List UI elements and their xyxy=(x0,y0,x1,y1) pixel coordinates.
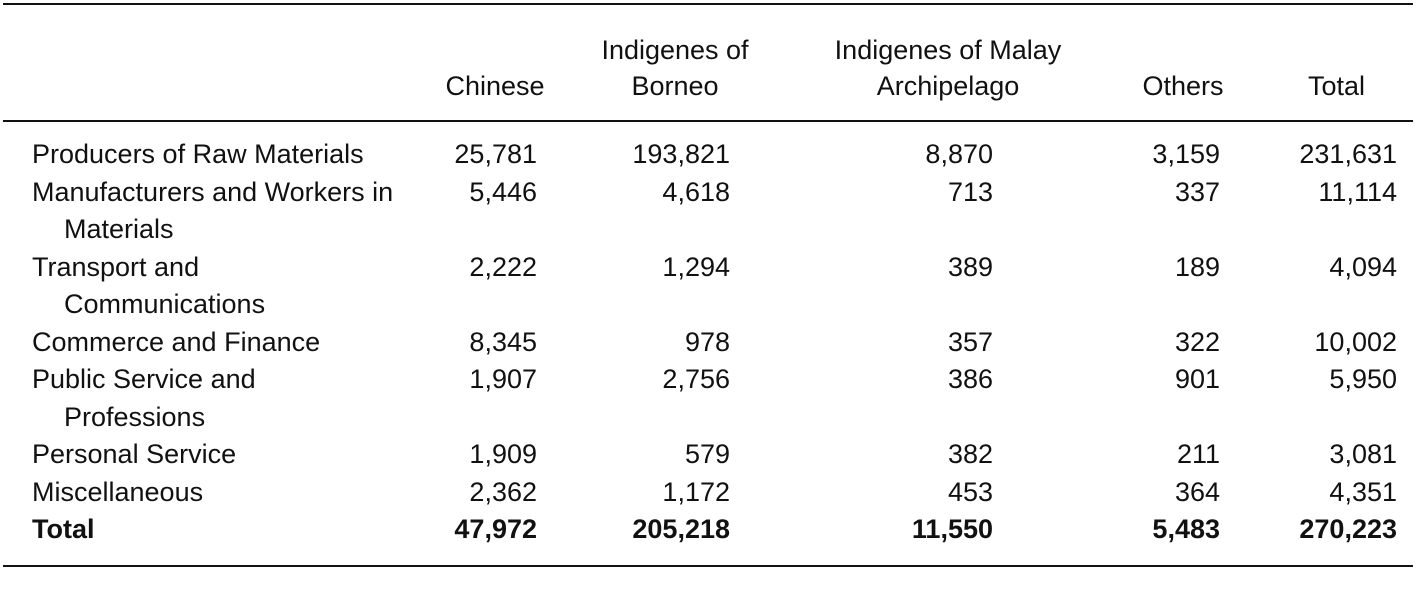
value-cell: 713 xyxy=(947,176,993,207)
table-row: Total 47,972 205,218 11,550 5,483 270,223 xyxy=(3,511,1413,566)
column-header: Chinese xyxy=(430,4,560,121)
value-cell: 8,870 xyxy=(925,139,993,169)
row-label-cell: Public Service and Professions xyxy=(3,361,430,436)
table-row: Public Service and Professions 1,907 2,756… xyxy=(3,361,1413,436)
row-label-cell: Commerce and Finance xyxy=(3,324,430,362)
value-cell: 389 xyxy=(947,251,993,282)
table-container: Chinese Indigenes of Borneo Indigenes of M… xyxy=(3,3,1413,567)
value-cell: 10,002 xyxy=(1314,326,1397,357)
row-label: Total xyxy=(32,514,95,544)
value-cell: 25,781 xyxy=(454,139,537,169)
value-cell: 1,907 xyxy=(469,364,537,394)
column-header-text: Chinese xyxy=(445,71,545,101)
column-header: Others xyxy=(1106,4,1260,121)
value-cell: 337 xyxy=(1174,176,1220,207)
row-label: Transport and Communications xyxy=(32,251,266,320)
column-header-text: Others xyxy=(1142,71,1224,101)
row-label-cell: Total xyxy=(3,511,430,566)
row-label: Public Service and Professions xyxy=(32,364,256,432)
value-cell: 453 xyxy=(947,476,993,507)
table-row: Personal Service 1,909 579 382 211 3,081 xyxy=(3,436,1413,474)
column-header: Indigenes of Borneo xyxy=(560,4,790,121)
value-cell: 579 xyxy=(684,439,730,469)
header-row: Chinese Indigenes of Borneo Indigenes of M… xyxy=(3,4,1413,121)
value-cell: 1,172 xyxy=(662,476,730,507)
value-cell: 5,950 xyxy=(1329,364,1397,394)
value-cell: 8,345 xyxy=(469,326,537,357)
column-header-text: Total xyxy=(1307,71,1366,101)
row-label: Manufacturers and Workers in Materials xyxy=(32,176,394,245)
value-cell: 5,446 xyxy=(469,176,537,207)
row-label-cell: Manufacturers and Workers in Materials xyxy=(3,174,430,249)
row-label-cell: Producers of Raw Materials xyxy=(3,121,430,174)
value-cell: 211 xyxy=(1176,439,1220,469)
value-cell: 1,909 xyxy=(469,439,537,469)
table-row: Miscellaneous 2,362 1,172 453 364 4,351 xyxy=(3,474,1413,512)
table-head: Chinese Indigenes of Borneo Indigenes of M… xyxy=(3,4,1413,121)
value-cell: 11,550 xyxy=(911,514,993,544)
value-cell: 386 xyxy=(947,364,993,394)
data-table: Chinese Indigenes of Borneo Indigenes of M… xyxy=(3,3,1413,567)
row-label: Commerce and Finance xyxy=(32,326,321,357)
row-label: Personal Service xyxy=(32,439,237,469)
value-cell: 2,756 xyxy=(662,364,730,394)
value-cell: 231,631 xyxy=(1299,139,1397,169)
value-cell: 978 xyxy=(684,326,730,357)
value-cell: 382 xyxy=(947,439,993,469)
value-cell: 2,362 xyxy=(469,476,537,507)
column-header-text: Indigenes of Malay Archipelago xyxy=(834,35,1062,101)
table-row: Manufacturers and Workers in Materials 5,… xyxy=(3,174,1413,249)
table-row: Commerce and Finance 8,345 978 357 322 10,002 xyxy=(3,324,1413,362)
row-label: Miscellaneous xyxy=(32,476,204,507)
value-cell: 205,218 xyxy=(632,514,730,544)
row-label-cell: Miscellaneous xyxy=(3,474,430,512)
value-cell: 5,483 xyxy=(1152,514,1220,544)
table-body: Producers of Raw Materials 25,781 193,821 8… xyxy=(3,121,1413,566)
row-label-cell: Personal Service xyxy=(3,436,430,474)
value-cell: 357 xyxy=(947,326,993,357)
value-cell: 270,223 xyxy=(1299,514,1397,544)
column-header-text: Indigenes of Borneo xyxy=(601,35,749,101)
value-cell: 47,972 xyxy=(454,514,537,544)
value-cell: 2,222 xyxy=(469,251,537,282)
value-cell: 364 xyxy=(1174,476,1220,507)
header-cell-empty xyxy=(3,4,430,121)
value-cell: 3,159 xyxy=(1152,139,1220,169)
table-row: Transport and Communications 2,222 1,294 38… xyxy=(3,249,1413,324)
table-row: Producers of Raw Materials 25,781 193,821 8… xyxy=(3,121,1413,174)
column-header: Indigenes of Malay Archipelago xyxy=(790,4,1106,121)
row-label: Producers of Raw Materials xyxy=(32,139,364,169)
value-cell: 3,081 xyxy=(1329,439,1397,469)
value-cell: 193,821 xyxy=(632,139,730,169)
row-label-cell: Transport and Communications xyxy=(3,249,430,324)
value-cell: 901 xyxy=(1174,364,1220,394)
value-cell: 1,294 xyxy=(662,251,730,282)
value-cell: 322 xyxy=(1174,326,1220,357)
value-cell: 4,618 xyxy=(662,176,730,207)
value-cell: 189 xyxy=(1174,251,1220,282)
value-cell: 4,094 xyxy=(1329,251,1397,282)
column-header: Total xyxy=(1260,4,1413,121)
value-cell: 11,114 xyxy=(1318,176,1397,207)
value-cell: 4,351 xyxy=(1329,476,1397,507)
